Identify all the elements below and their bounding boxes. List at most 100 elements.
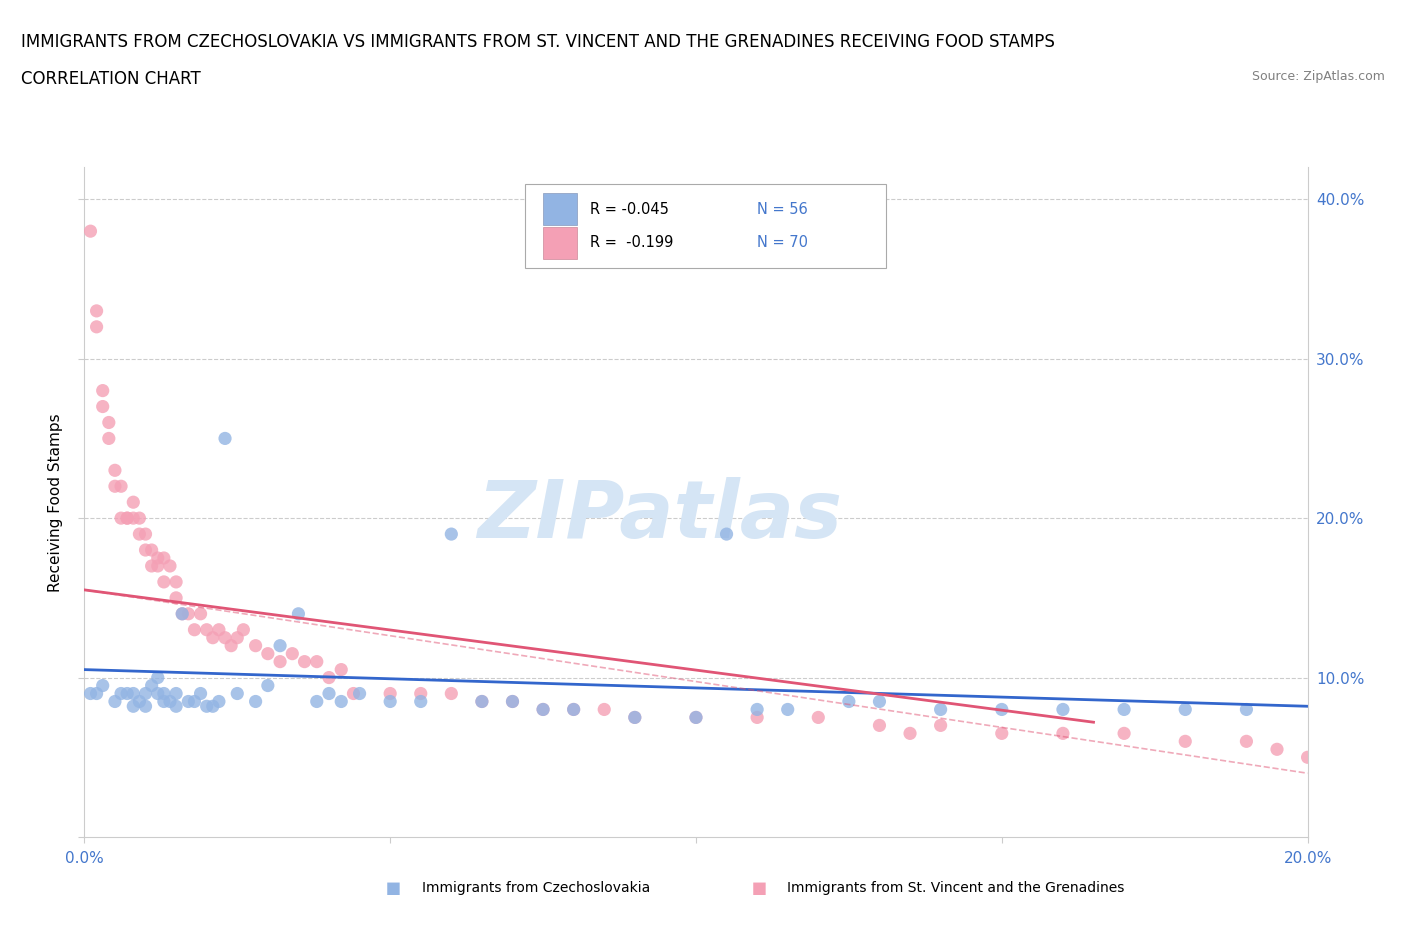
Point <box>807 710 830 724</box>
Point <box>440 686 463 701</box>
Point <box>115 511 138 525</box>
Point <box>172 606 194 621</box>
Point <box>135 542 157 557</box>
Point <box>183 694 205 709</box>
Point <box>177 694 200 709</box>
Point <box>330 694 353 709</box>
Point <box>1236 734 1258 749</box>
Point <box>146 551 169 565</box>
Point <box>159 694 181 709</box>
Point <box>214 431 236 445</box>
Point <box>226 631 249 645</box>
Point <box>869 718 891 733</box>
Point <box>135 526 157 541</box>
Text: ▪: ▪ <box>751 876 768 900</box>
Text: R =  -0.199: R = -0.199 <box>589 235 673 250</box>
Point <box>115 686 138 701</box>
Point <box>318 686 340 701</box>
Point <box>195 698 218 713</box>
Point <box>146 559 169 574</box>
Text: N = 70: N = 70 <box>758 235 808 250</box>
Point <box>104 694 127 709</box>
Point <box>294 654 316 669</box>
Point <box>440 526 463 541</box>
Point <box>146 671 169 685</box>
Point <box>201 631 224 645</box>
Point <box>172 606 194 621</box>
Point <box>747 710 769 724</box>
Point <box>1114 702 1136 717</box>
FancyBboxPatch shape <box>524 184 886 268</box>
Point <box>502 694 524 709</box>
Point <box>245 638 267 653</box>
Point <box>165 591 187 605</box>
Point <box>153 575 176 590</box>
Point <box>159 559 181 574</box>
Point <box>471 694 494 709</box>
Point <box>79 224 101 239</box>
Point <box>929 718 952 733</box>
Text: Source: ZipAtlas.com: Source: ZipAtlas.com <box>1251 70 1385 83</box>
Point <box>869 694 891 709</box>
Point <box>128 694 150 709</box>
FancyBboxPatch shape <box>543 193 578 225</box>
Point <box>190 686 212 701</box>
Point <box>624 710 647 724</box>
Point <box>685 710 707 724</box>
Point <box>562 702 585 717</box>
Point <box>257 646 280 661</box>
Point <box>624 710 647 724</box>
Point <box>349 686 371 701</box>
Point <box>776 702 799 717</box>
Y-axis label: Receiving Food Stamps: Receiving Food Stamps <box>48 413 63 591</box>
Point <box>91 383 114 398</box>
Point <box>330 662 353 677</box>
Point <box>409 694 432 709</box>
Text: IMMIGRANTS FROM CZECHOSLOVAKIA VS IMMIGRANTS FROM ST. VINCENT AND THE GRENADINES: IMMIGRANTS FROM CZECHOSLOVAKIA VS IMMIGR… <box>21 33 1054 50</box>
Point <box>110 686 132 701</box>
Point <box>281 646 304 661</box>
Point <box>146 686 169 701</box>
Point <box>409 686 432 701</box>
Text: Immigrants from Czechoslovakia: Immigrants from Czechoslovakia <box>422 881 650 896</box>
Point <box>226 686 249 701</box>
Point <box>1265 742 1288 757</box>
Point <box>593 702 616 717</box>
Point <box>153 551 176 565</box>
Point <box>1296 750 1319 764</box>
Point <box>110 479 132 494</box>
Point <box>110 511 132 525</box>
Point <box>86 686 108 701</box>
Text: N = 56: N = 56 <box>758 202 808 217</box>
Point <box>318 671 340 685</box>
Point <box>86 319 108 334</box>
Point <box>122 698 145 713</box>
Point <box>838 694 860 709</box>
Point <box>135 686 157 701</box>
Point <box>1174 702 1197 717</box>
Text: R = -0.045: R = -0.045 <box>589 202 668 217</box>
Point <box>104 463 127 478</box>
Point <box>91 678 114 693</box>
Point <box>153 694 176 709</box>
Point <box>122 686 145 701</box>
Point <box>128 511 150 525</box>
Text: ZIPatlas: ZIPatlas <box>477 476 842 554</box>
Point <box>183 622 205 637</box>
Point <box>562 702 585 717</box>
Point <box>380 694 402 709</box>
Point <box>685 710 707 724</box>
Point <box>79 686 101 701</box>
Text: ▪: ▪ <box>385 876 402 900</box>
Point <box>165 575 187 590</box>
Point <box>342 686 364 701</box>
Point <box>208 694 231 709</box>
Point <box>128 526 150 541</box>
Point <box>122 511 145 525</box>
Point <box>97 431 120 445</box>
Point <box>991 702 1014 717</box>
Point <box>141 559 163 574</box>
Point <box>219 638 242 653</box>
Point <box>305 654 328 669</box>
Point <box>287 606 309 621</box>
